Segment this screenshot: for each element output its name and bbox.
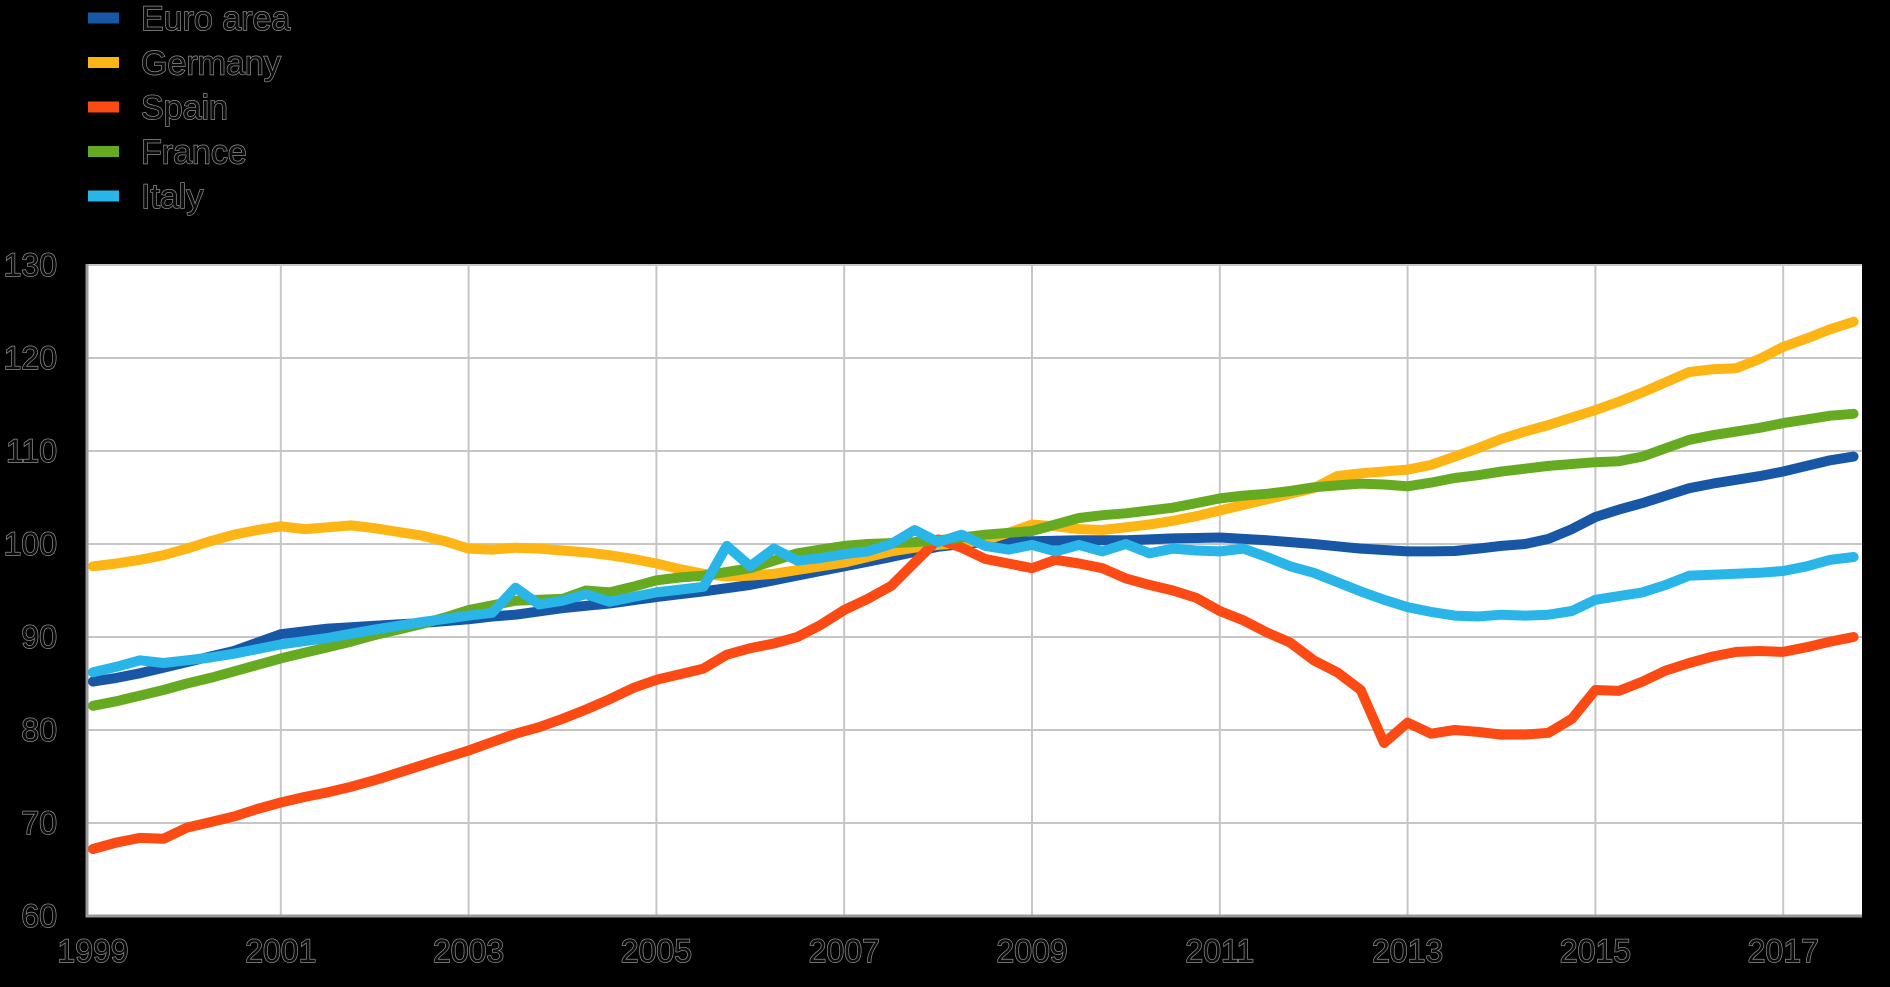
y-tick-label: 130 xyxy=(4,247,57,283)
legend-swatch-italy xyxy=(88,190,119,202)
legend-swatch-germany xyxy=(88,57,119,68)
legend-item-spain: Spain xyxy=(88,88,229,128)
legend-item-italy: Italy xyxy=(88,177,204,217)
legend-item-euro-area: Euro area xyxy=(88,0,291,39)
y-axis-tick-labels: 130 120 110 100 90 80 70 60 xyxy=(3,246,58,934)
legend-item-germany: Germany xyxy=(88,44,282,83)
legend-item-france: France xyxy=(88,133,248,172)
plot-area xyxy=(87,265,1862,916)
legend: Euro area Germany Spain France Italy xyxy=(88,0,291,217)
x-tick-label: 2003 xyxy=(433,933,504,969)
legend-label-euro-area: Euro area xyxy=(141,0,290,38)
x-tick-label: 2009 xyxy=(996,933,1067,969)
y-tick-label: 90 xyxy=(21,619,57,655)
x-tick-label: 2015 xyxy=(1560,933,1631,969)
x-tick-label: 2005 xyxy=(621,933,692,969)
y-tick-label: 60 xyxy=(21,898,57,934)
x-tick-label: 2013 xyxy=(1372,933,1443,969)
line-italy xyxy=(88,525,1859,678)
y-tick-label: 100 xyxy=(4,526,57,562)
line-spain xyxy=(88,534,1859,854)
y-tick-label: 70 xyxy=(21,805,57,841)
legend-swatch-spain xyxy=(88,101,119,113)
x-tick-label: 2017 xyxy=(1748,933,1819,969)
legend-swatch-france xyxy=(88,146,119,157)
legend-label-france: France xyxy=(141,134,247,172)
legend-label-germany: Germany xyxy=(141,45,281,83)
legend-label-italy: Italy xyxy=(141,178,203,216)
x-tick-label: 2001 xyxy=(245,933,316,969)
x-tick-label: 2011 xyxy=(1185,933,1254,969)
x-tick-label: 1999 xyxy=(57,933,128,969)
legend-label-spain: Spain xyxy=(141,89,228,127)
series-lines xyxy=(88,316,1859,854)
x-axis-tick-labels: 1999 2001 2003 2005 2007 2009 2011 2013 2015 2017 xyxy=(57,932,1820,969)
legend-swatch-euro-area xyxy=(88,12,119,24)
axes xyxy=(85,264,1862,918)
x-tick-label: 2007 xyxy=(809,933,880,969)
y-tick-label: 120 xyxy=(4,340,57,376)
y-tick-label: 110 xyxy=(6,433,57,469)
y-tick-label: 80 xyxy=(21,712,57,748)
